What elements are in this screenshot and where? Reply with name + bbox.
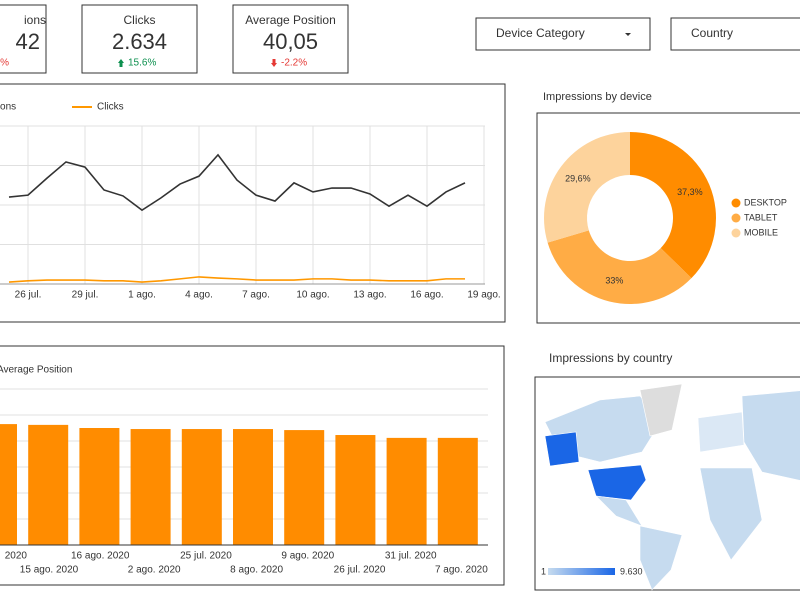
world-map [544,383,800,591]
bar [335,435,376,545]
country [544,431,580,467]
map-scale [548,568,615,575]
scorecard-value: 42 [16,29,40,54]
pie-slice [547,230,692,304]
bar [79,428,120,545]
bar [233,429,273,545]
x-tick-label: 26 jul. 2020 [334,565,386,576]
slice-label: 33% [605,275,623,285]
x-tick-label: 8 ago. 2020 [230,565,283,576]
map-scale-min: 1 [541,566,546,576]
chart-title: Impressions by device [543,91,652,103]
scorecard [0,4,47,74]
legend-swatch [731,213,741,223]
scorecard-label: Clicks [124,13,156,27]
legend-swatch [731,228,741,238]
scorecard [232,4,349,74]
x-tick-label: 4 ago. [185,290,213,301]
bar [181,429,222,545]
x-tick-label: 2020 [5,551,28,562]
scorecard-value: 40,05 [263,29,318,54]
country [741,390,800,481]
scorecard-change: 15.6% [128,58,156,69]
x-tick-label: 19 ago. [467,290,500,301]
filter-label[interactable]: Device Category [496,26,585,40]
country [639,525,683,591]
x-tick-label: 10 ago. [296,290,329,301]
x-tick-label: 7 ago. 2020 [435,565,488,576]
country [697,411,745,453]
x-tick-label: 26 jul. [15,290,42,301]
x-tick-label: 15 ago. 2020 [20,565,79,576]
legend-swatch [731,198,741,208]
x-tick-label: 16 ago. 2020 [71,551,130,562]
line-chart-panel [0,83,506,323]
country [595,495,643,527]
country [587,464,647,501]
scorecard [81,4,198,74]
bar [386,437,427,545]
x-tick-label: 25 jul. 2020 [180,551,232,562]
x-tick-label: 13 ago. [353,290,386,301]
bar [437,437,478,545]
bar [284,430,325,545]
x-tick-label: 9 ago. 2020 [281,551,334,562]
bar [0,424,17,545]
legend-label: Average Position [0,365,72,376]
x-tick-label: 31 jul. 2020 [385,551,437,562]
x-tick-label: 16 ago. [410,290,443,301]
map-title: Impressions by country [549,351,672,365]
legend-label: Clicks [97,102,124,113]
series-line [8,276,465,283]
filter-dropdown[interactable] [475,17,651,51]
slice-label: 29,6% [565,174,591,184]
map-scale-max: 9.630 [620,566,643,576]
legend-label: TABLET [744,212,778,222]
country [699,467,763,561]
dropdown-arrow[interactable] [625,33,631,36]
legend-label: mpressions [0,102,16,113]
x-tick-label: 2 ago. 2020 [128,565,181,576]
x-tick-label: 29 jul. [72,290,99,301]
bar [28,424,69,545]
series-line [8,153,466,212]
scorecard-label: Average Position [245,13,336,27]
filter-dropdown[interactable] [670,17,800,51]
country [639,383,683,437]
pie-slice [544,132,630,243]
pie-slice [630,132,716,279]
legend-label: DESKTOP [744,197,787,207]
scorecard-change: % [0,58,9,69]
slice-label: 37,3% [677,187,703,197]
x-tick-label: 7 ago. [242,290,270,301]
legend-label: MOBILE [744,227,778,237]
scorecard-value: 2.634 [112,29,167,54]
scorecard-change: -2.2% [281,58,307,69]
filter-label[interactable]: Country [691,26,733,40]
bar [130,429,171,545]
x-tick-label: 1 ago. [128,290,156,301]
up-arrow [118,59,124,67]
down-arrow [271,59,277,67]
scorecard-label: ions [24,13,46,27]
